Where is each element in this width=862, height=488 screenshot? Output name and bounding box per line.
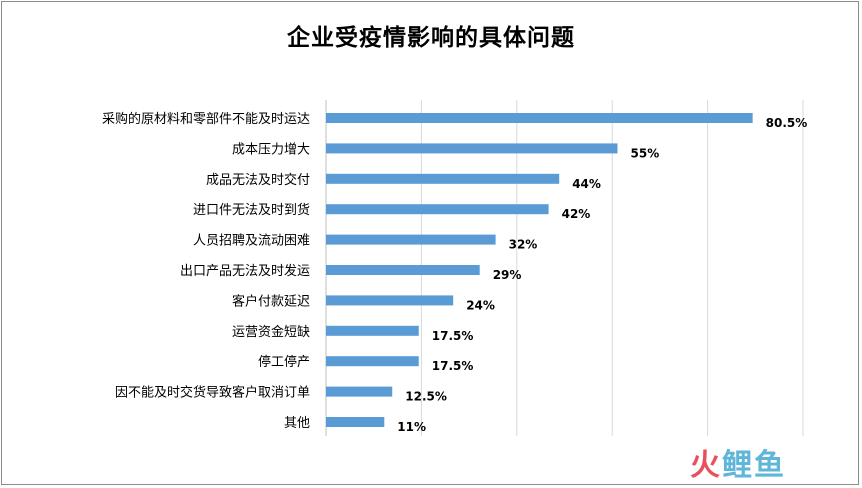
bars — [326, 113, 753, 427]
watermark-logo: 火鲤鱼 — [690, 448, 786, 483]
data-label: 80.5% — [766, 116, 808, 130]
data-label: 42% — [562, 207, 591, 221]
category-label: 人员招聘及流动困难 — [193, 234, 310, 249]
bar — [326, 265, 480, 275]
data-label: 55% — [631, 146, 660, 160]
category-label: 其他 — [284, 416, 310, 431]
category-label: 因不能及时交货导致客户取消订单 — [115, 385, 310, 401]
bar — [326, 234, 496, 245]
bar — [326, 325, 419, 336]
category-label: 进口件无法及时到货 — [193, 202, 310, 218]
bar — [326, 295, 454, 306]
bar — [326, 113, 753, 123]
category-label: 成品无法及时交付 — [206, 172, 310, 188]
bar — [326, 386, 393, 397]
data-label: 12.5% — [405, 390, 447, 404]
value-labels: 80.5% 55% 44% 42% 32% 29% 24% 17.5% 17.5% 12.5% 11… — [397, 116, 807, 434]
data-label: 17.5% — [432, 359, 474, 373]
data-label: 32% — [509, 238, 538, 252]
bar — [326, 417, 385, 427]
category-label: 采购的原材料和零部件不能及时运达 — [102, 111, 310, 127]
category-label: 成本压力增大 — [232, 142, 310, 157]
bar — [326, 204, 549, 215]
bar — [326, 173, 560, 184]
category-label: 运营资金短缺 — [232, 324, 310, 340]
data-label: 11% — [397, 420, 426, 434]
chart-title: 企业受疫情影响的具体问题 — [287, 25, 575, 51]
data-label: 29% — [493, 268, 522, 282]
data-label: 24% — [466, 298, 495, 312]
bar — [326, 143, 618, 154]
category-label: 停工停产 — [258, 354, 310, 370]
category-label: 出口产品无法及时发运 — [180, 263, 310, 279]
category-label: 客户付款延迟 — [232, 293, 310, 309]
bar — [326, 356, 419, 367]
category-labels: 采购的原材料和零部件不能及时运达成本压力增大成品无法及时交付进口件无法及时到货人… — [102, 111, 310, 431]
data-label: 17.5% — [432, 329, 474, 343]
data-label: 44% — [572, 177, 601, 191]
